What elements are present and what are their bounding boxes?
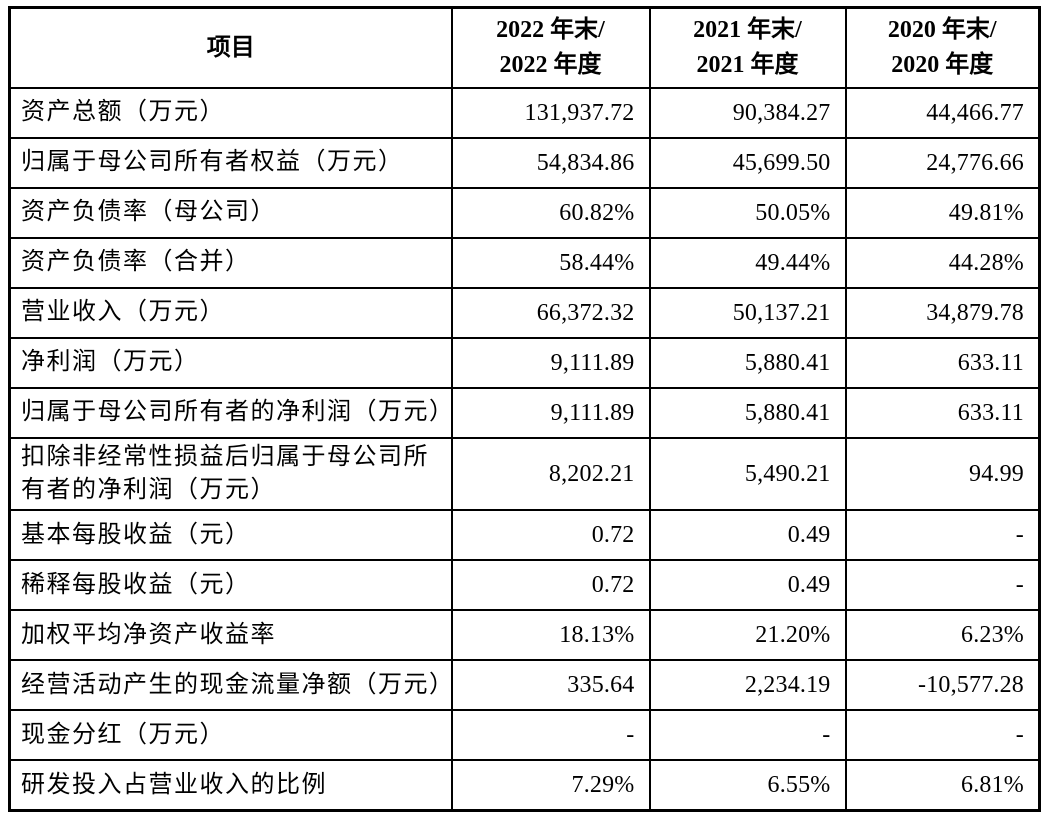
- value-2020: 94.99: [844, 436, 1041, 512]
- table-row: 资产负债率（母公司） 60.82% 50.05% 49.81%: [8, 187, 1041, 239]
- value-2020: 633.11: [844, 337, 1041, 389]
- value-2022: 8,202.21: [450, 436, 651, 512]
- row-label: 研发投入占营业收入的比例: [8, 759, 453, 812]
- value-2021: 6.55%: [648, 759, 847, 812]
- table-row: 经营活动产生的现金流量净额（万元） 335.64 2,234.19 -10,57…: [8, 659, 1041, 712]
- row-label: 归属于母公司所有者权益（万元）: [8, 137, 453, 189]
- value-2020: 24,776.66: [844, 137, 1041, 189]
- row-label: 营业收入（万元）: [8, 287, 453, 339]
- row-label: 净利润（万元）: [8, 337, 453, 389]
- table-row: 资产负债率（合并） 58.44% 49.44% 44.28%: [8, 237, 1041, 289]
- header-period-2021-line2: 2021 年度: [696, 52, 799, 78]
- table-row: 资产总额（万元） 131,937.72 90,384.27 44,466.77: [8, 87, 1041, 139]
- value-2020: 44.28%: [844, 237, 1041, 289]
- value-2021: 5,880.41: [648, 387, 847, 439]
- table-header: 项目 2022 年末/ 2022 年度 2021 年末/ 2021 年度 202…: [8, 6, 1041, 89]
- table-row: 扣除非经常性损益后归属于母公司所有者的净利润（万元） 8,202.21 5,49…: [8, 436, 1041, 512]
- value-2022: 66,372.32: [450, 287, 651, 339]
- value-2021: 0.49: [648, 559, 847, 612]
- header-period-2020: 2020 年末/ 2020 年度: [844, 6, 1041, 89]
- value-2020: -: [844, 559, 1041, 612]
- value-2022: 0.72: [450, 509, 651, 562]
- value-2020: 34,879.78: [844, 287, 1041, 339]
- table-row: 现金分红（万元） - - -: [8, 709, 1041, 762]
- header-item-column: 项目: [8, 6, 453, 89]
- row-label: 加权平均净资产收益率: [8, 609, 453, 662]
- value-2021: 50.05%: [648, 187, 847, 239]
- row-label: 资产总额（万元）: [8, 87, 453, 139]
- value-2021: 45,699.50: [648, 137, 847, 189]
- value-2021: 21.20%: [648, 609, 847, 662]
- value-2020: -: [844, 709, 1041, 762]
- value-2022: 9,111.89: [450, 387, 651, 439]
- value-2022: 18.13%: [450, 609, 651, 662]
- value-2022: 0.72: [450, 559, 651, 612]
- table-row: 归属于母公司所有者权益（万元） 54,834.86 45,699.50 24,7…: [8, 137, 1041, 189]
- value-2021: 2,234.19: [648, 659, 847, 712]
- table-row: 加权平均净资产收益率 18.13% 21.20% 6.23%: [8, 609, 1041, 662]
- header-period-2021: 2021 年末/ 2021 年度: [648, 6, 847, 89]
- value-2021: 90,384.27: [648, 87, 847, 139]
- value-2020: 6.23%: [844, 609, 1041, 662]
- value-2020: 44,466.77: [844, 87, 1041, 139]
- header-period-2020-line1: 2020 年末/: [887, 17, 997, 44]
- row-label: 经营活动产生的现金流量净额（万元）: [8, 659, 453, 712]
- header-period-2022: 2022 年末/ 2022 年度: [450, 6, 651, 89]
- table-row: 稀释每股收益（元） 0.72 0.49 -: [8, 559, 1041, 612]
- header-period-2020-line2: 2020 年度: [891, 52, 994, 78]
- value-2022: 58.44%: [450, 237, 651, 289]
- value-2022: -: [450, 709, 651, 762]
- row-label: 现金分红（万元）: [8, 709, 453, 762]
- header-period-2022-line1: 2022 年末/: [496, 17, 605, 44]
- table-row: 归属于母公司所有者的净利润（万元） 9,111.89 5,880.41 633.…: [8, 387, 1041, 439]
- value-2022: 7.29%: [450, 759, 651, 812]
- value-2021: 49.44%: [648, 237, 847, 289]
- header-period-2022-line2: 2022 年度: [499, 52, 602, 78]
- row-label: 扣除非经常性损益后归属于母公司所有者的净利润（万元）: [8, 436, 453, 512]
- header-item-label: 项目: [206, 34, 255, 61]
- value-2020: -10,577.28: [844, 659, 1041, 712]
- table-body: 资产总额（万元） 131,937.72 90,384.27 44,466.77 …: [8, 87, 1041, 812]
- row-label: 归属于母公司所有者的净利润（万元）: [8, 387, 453, 439]
- header-row: 项目 2022 年末/ 2022 年度 2021 年末/ 2021 年度 202…: [8, 6, 1041, 89]
- value-2021: 5,490.21: [648, 436, 847, 512]
- value-2020: -: [844, 509, 1041, 562]
- table-row: 净利润（万元） 9,111.89 5,880.41 633.11: [8, 337, 1041, 389]
- value-2021: 50,137.21: [648, 287, 847, 339]
- table-row: 研发投入占营业收入的比例 7.29% 6.55% 6.81%: [8, 759, 1041, 812]
- value-2022: 9,111.89: [450, 337, 651, 389]
- row-label: 基本每股收益（元）: [8, 509, 453, 562]
- value-2021: 5,880.41: [648, 337, 847, 389]
- value-2021: -: [648, 709, 847, 762]
- value-2022: 131,937.72: [450, 87, 651, 139]
- value-2022: 60.82%: [450, 187, 651, 239]
- row-label: 资产负债率（合并）: [8, 237, 453, 289]
- value-2020: 6.81%: [844, 759, 1041, 812]
- value-2021: 0.49: [648, 509, 847, 562]
- value-2022: 54,834.86: [450, 137, 651, 189]
- table-row: 营业收入（万元） 66,372.32 50,137.21 34,879.78: [8, 287, 1041, 339]
- header-period-2021-line1: 2021 年末/: [693, 17, 802, 44]
- row-label: 稀释每股收益（元）: [8, 559, 453, 612]
- value-2022: 335.64: [450, 659, 651, 712]
- value-2020: 633.11: [844, 387, 1041, 439]
- table-row: 基本每股收益（元） 0.72 0.49 -: [8, 509, 1041, 562]
- financial-summary-table: 项目 2022 年末/ 2022 年度 2021 年末/ 2021 年度 202…: [8, 6, 1041, 813]
- row-label: 资产负债率（母公司）: [8, 187, 453, 239]
- value-2020: 49.81%: [844, 187, 1041, 239]
